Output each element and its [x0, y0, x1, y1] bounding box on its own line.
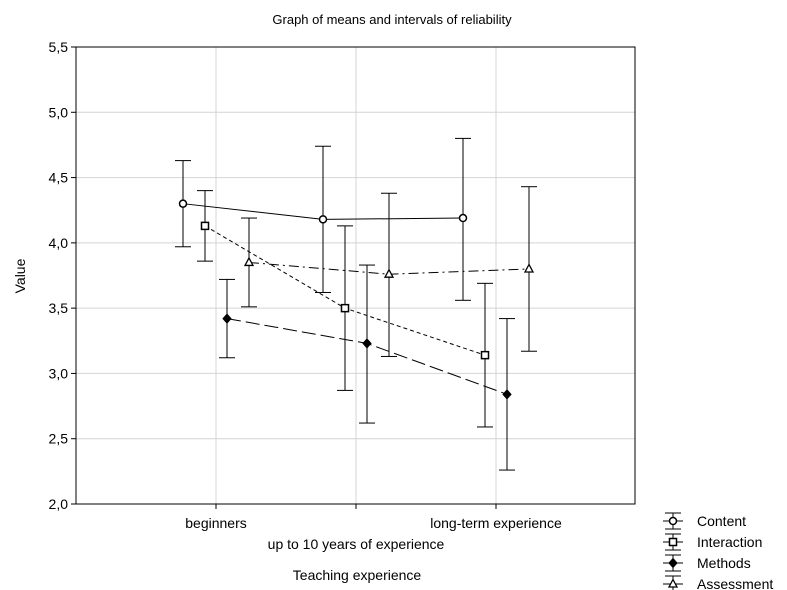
marker-circle: [178, 199, 188, 208]
x-tick-label: long-term experience: [430, 515, 562, 531]
marker-diamond: [502, 389, 512, 400]
marker-circle: [458, 213, 468, 223]
marker-square: [200, 221, 210, 231]
chart-title: Graph of means and intervals of reliabil…: [272, 12, 512, 27]
series-layer: [175, 137, 537, 471]
marker-triangle: [667, 578, 679, 588]
y-axis-label: Value: [12, 258, 28, 293]
series-interaction: [197, 190, 493, 428]
legend-label: Content: [697, 513, 746, 529]
y-axis-ticks: 2,0 2,5 3,0 3,5 4,0 4,5 5,0 5,5: [49, 39, 76, 512]
y-tick-label: 5,0: [49, 104, 69, 120]
y-tick-label: 3,0: [49, 365, 69, 381]
x-tick-label: up to 10 years of experience: [268, 536, 445, 552]
marker-square: [340, 303, 350, 313]
marker-triangle: [383, 268, 395, 278]
y-tick-label: 5,5: [49, 39, 69, 55]
series-assessment: [241, 186, 537, 357]
legend-label: Interaction: [697, 534, 762, 550]
grid: [76, 47, 635, 504]
marker-diamond: [668, 557, 678, 569]
legend-item-content: Content: [663, 512, 746, 530]
legend-item-methods: Methods: [663, 554, 751, 572]
marker-square: [668, 537, 678, 547]
marker-diamond: [362, 338, 372, 349]
marker-circle: [318, 215, 328, 224]
series-content: [175, 137, 471, 301]
marker-triangle: [523, 263, 535, 273]
legend-item-interaction: Interaction: [663, 533, 762, 551]
y-tick-label: 3,5: [49, 300, 69, 316]
x-axis-ticks: beginners up to 10 years of experience lon…: [185, 504, 562, 552]
legend-label: Methods: [697, 555, 751, 571]
legend: Content Interaction Methods Assessment: [663, 512, 773, 590]
y-tick-label: 4,0: [49, 235, 69, 251]
y-tick-label: 4,5: [49, 170, 69, 186]
legend-item-assessment: Assessment: [663, 575, 773, 590]
marker-triangle: [243, 256, 255, 267]
y-tick-label: 2,0: [49, 496, 69, 512]
marker-diamond: [222, 313, 232, 324]
series-methods: [219, 264, 515, 471]
y-tick-label: 2,5: [49, 431, 69, 447]
legend-label: Assessment: [697, 576, 773, 590]
marker-square: [480, 350, 490, 360]
x-tick-label: beginners: [185, 515, 247, 531]
x-axis-label: Teaching experience: [293, 567, 422, 583]
marker-circle: [668, 516, 678, 526]
